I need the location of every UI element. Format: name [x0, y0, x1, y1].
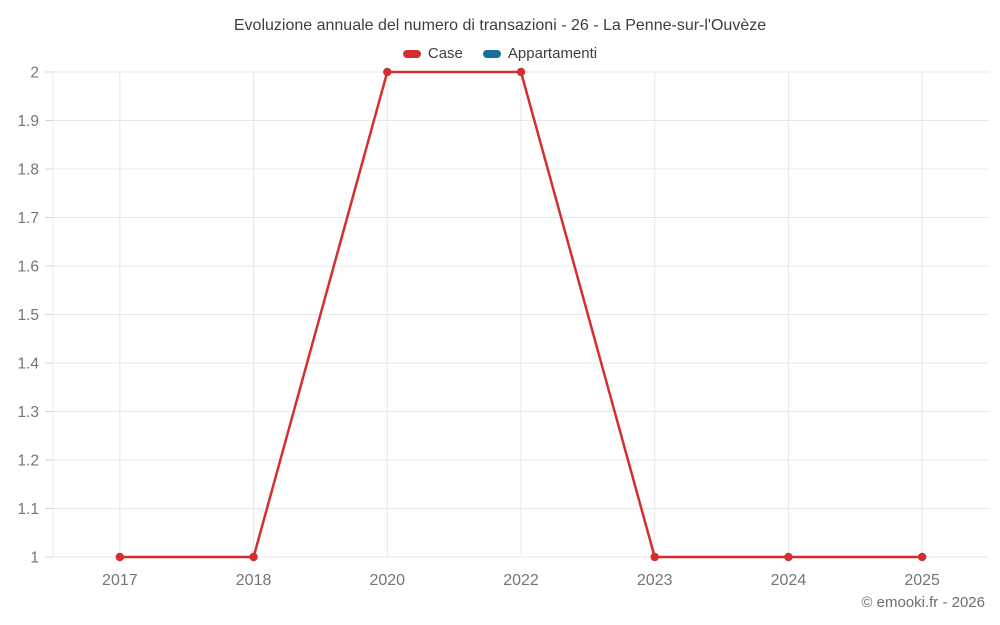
svg-text:2018: 2018 [236, 572, 272, 589]
svg-text:1.8: 1.8 [17, 162, 39, 179]
svg-text:2022: 2022 [503, 572, 539, 589]
svg-text:2023: 2023 [637, 572, 673, 589]
chart-title: Evoluzione annuale del numero di transaz… [233, 17, 767, 34]
svg-text:1.2: 1.2 [17, 453, 39, 470]
svg-text:2025: 2025 [904, 572, 940, 589]
chart-legend: Case Appartamenti [0, 45, 1000, 62]
svg-text:2020: 2020 [369, 572, 405, 589]
legend-item-appartamenti[interactable]: Appartamenti [482, 45, 598, 62]
appartamenti-series-swatch-icon [482, 49, 501, 58]
svg-text:1.9: 1.9 [17, 113, 39, 130]
legend-item-case[interactable]: Case [402, 45, 463, 62]
svg-text:2017: 2017 [102, 572, 138, 589]
svg-text:1.1: 1.1 [17, 501, 39, 518]
svg-text:2024: 2024 [771, 572, 807, 589]
legend-label-case: Case [427, 45, 463, 62]
svg-text:1.4: 1.4 [17, 356, 39, 373]
svg-text:1.7: 1.7 [17, 210, 39, 227]
svg-text:1.5: 1.5 [17, 307, 39, 324]
case-series-swatch-icon [402, 49, 421, 58]
svg-text:1.6: 1.6 [17, 259, 39, 276]
copyright-text: © emooki.fr - 2026 [861, 594, 985, 611]
svg-text:1.3: 1.3 [17, 404, 39, 421]
svg-text:2: 2 [30, 65, 39, 82]
svg-text:1: 1 [30, 550, 39, 567]
legend-label-appartamenti: Appartamenti [507, 45, 598, 62]
